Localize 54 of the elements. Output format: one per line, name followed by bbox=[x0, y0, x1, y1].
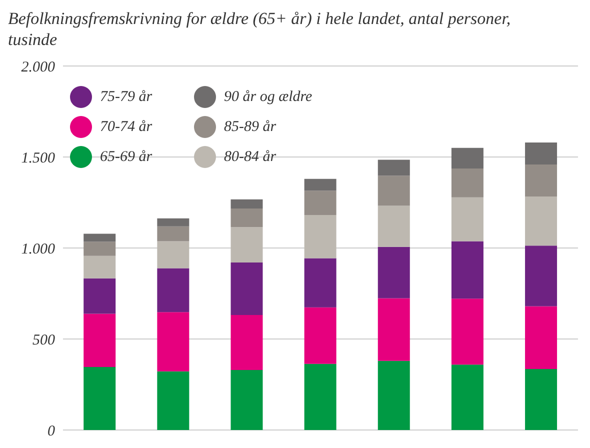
bar bbox=[525, 369, 558, 430]
bar bbox=[451, 148, 484, 168]
bar bbox=[84, 234, 116, 242]
bar bbox=[304, 190, 336, 216]
bar bbox=[378, 360, 410, 430]
y-tick-label: 0 bbox=[48, 423, 56, 440]
bar bbox=[378, 176, 410, 206]
bar bbox=[157, 312, 190, 372]
bar bbox=[230, 199, 263, 209]
bar bbox=[451, 298, 484, 365]
bar bbox=[378, 246, 410, 298]
bar bbox=[157, 371, 190, 430]
bar bbox=[304, 178, 336, 191]
bar bbox=[304, 364, 336, 430]
bar bbox=[525, 246, 558, 306]
bar bbox=[304, 307, 336, 364]
bar bbox=[157, 218, 190, 226]
bar bbox=[157, 241, 190, 268]
legend-label: 65-69 år bbox=[100, 148, 152, 166]
bar bbox=[84, 314, 116, 368]
y-tick-label: 1.500 bbox=[21, 150, 56, 166]
y-tick-label: 500 bbox=[32, 332, 56, 348]
bar bbox=[84, 367, 116, 430]
bar bbox=[230, 262, 263, 315]
bar bbox=[230, 314, 263, 370]
y-tick-label: 1.000 bbox=[21, 241, 56, 258]
chart-title: Befolkningsfremskrivning for ældre (65+ år) i hele landet, antal personer, tusinde bbox=[8, 8, 512, 51]
legend-label: 90 år og ældre bbox=[224, 88, 312, 106]
bar bbox=[451, 364, 484, 430]
bar bbox=[230, 208, 263, 228]
bar bbox=[451, 241, 484, 299]
bar bbox=[304, 215, 336, 258]
bar bbox=[378, 160, 410, 176]
bar bbox=[378, 298, 410, 361]
bar bbox=[525, 306, 558, 370]
bar bbox=[84, 242, 116, 256]
bar bbox=[451, 168, 484, 198]
bar bbox=[157, 268, 190, 312]
bar bbox=[451, 197, 484, 242]
bar bbox=[230, 370, 263, 430]
bar bbox=[525, 164, 558, 196]
bar bbox=[378, 206, 410, 247]
bar bbox=[304, 258, 336, 308]
legend-label: 80-84 år bbox=[224, 148, 276, 166]
bar bbox=[84, 278, 116, 314]
bar bbox=[230, 227, 263, 263]
bar bbox=[157, 226, 190, 242]
bar bbox=[525, 196, 558, 246]
y-tick-label: 2.000 bbox=[21, 59, 56, 76]
legend-label: 85-89 år bbox=[224, 118, 276, 136]
legend-label: 75-79 år bbox=[100, 88, 152, 106]
bar bbox=[525, 142, 558, 164]
bar bbox=[84, 256, 116, 278]
legend-label: 70-74 år bbox=[100, 118, 152, 136]
